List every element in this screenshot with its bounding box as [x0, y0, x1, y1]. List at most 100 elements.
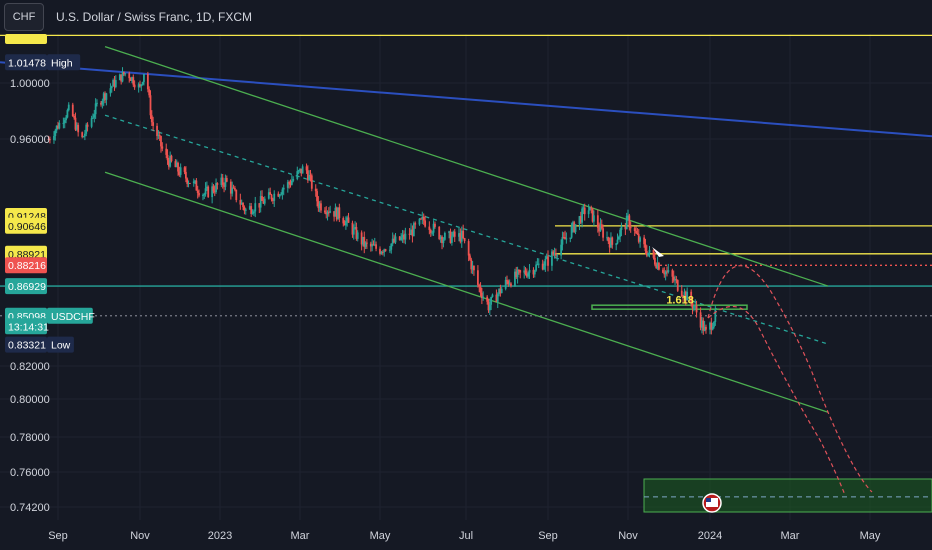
candle — [643, 234, 646, 248]
candle-body — [270, 194, 273, 200]
candle — [177, 161, 179, 176]
symbol-button[interactable]: CHF — [4, 3, 44, 31]
candle-body — [53, 136, 55, 141]
countdown-label: 13:14:31 — [5, 318, 49, 335]
candle-body — [473, 266, 475, 271]
candle-body — [519, 270, 522, 273]
candle-body — [664, 271, 667, 275]
candle — [648, 246, 651, 258]
candle — [655, 262, 658, 269]
candle-body — [429, 229, 432, 233]
candle-body — [221, 177, 224, 185]
candle — [458, 227, 460, 242]
candle — [224, 174, 227, 191]
candle — [516, 266, 519, 284]
candle-body — [547, 256, 549, 266]
candle-body — [479, 286, 482, 293]
candle — [141, 81, 144, 86]
price-label-tag-box — [47, 336, 74, 353]
candle — [703, 320, 706, 332]
candle — [419, 217, 422, 220]
price-tick-label: 0.76000 — [10, 467, 50, 479]
candle-body — [411, 229, 414, 237]
candle-body — [170, 155, 173, 162]
candle-body — [383, 249, 386, 253]
candle-body — [648, 249, 651, 253]
candle-body — [653, 257, 656, 265]
candle-body — [371, 244, 374, 247]
candle-body — [299, 168, 301, 171]
candle — [499, 284, 502, 297]
candle-body — [166, 154, 169, 161]
candle — [324, 207, 326, 215]
candle-body — [67, 104, 70, 111]
candle-body — [120, 74, 123, 82]
candle — [196, 185, 199, 199]
candle-body — [290, 180, 293, 185]
candle-body — [82, 136, 85, 138]
candle-body — [140, 84, 143, 87]
candle — [578, 215, 581, 231]
candle-body — [379, 248, 381, 254]
candle-body — [606, 237, 608, 239]
candle — [400, 232, 403, 242]
candle-body — [551, 251, 553, 266]
candle — [662, 267, 664, 274]
candle-body — [544, 258, 547, 266]
candle — [232, 184, 235, 189]
candle-body — [351, 222, 354, 235]
candle — [686, 287, 689, 301]
candle — [252, 209, 255, 217]
candle-body — [122, 71, 125, 75]
candle — [365, 239, 368, 249]
candle — [506, 275, 508, 285]
candle — [132, 74, 135, 87]
candle-body — [113, 79, 116, 88]
candle-body — [545, 256, 548, 259]
candle — [608, 237, 611, 253]
price-label-tag-text: High — [51, 57, 73, 69]
candle-body — [318, 203, 321, 209]
time-tick-label: Nov — [130, 530, 150, 542]
candle-body — [602, 228, 604, 238]
candle-body — [421, 216, 424, 219]
candle-body — [129, 78, 132, 81]
candle-body — [408, 233, 411, 235]
candle-body — [334, 207, 337, 217]
candle — [314, 184, 317, 197]
arrow-icon — [652, 247, 664, 257]
candle — [121, 67, 124, 83]
candle — [647, 252, 650, 257]
candle-body — [598, 227, 601, 232]
candle — [470, 257, 473, 274]
candle — [225, 175, 228, 183]
candle-body — [480, 292, 483, 299]
candle — [488, 298, 491, 316]
candle — [711, 322, 714, 331]
candle — [410, 223, 412, 235]
candle — [652, 249, 655, 260]
candle-body — [317, 201, 320, 209]
candle — [380, 250, 383, 255]
candle-body — [110, 86, 113, 89]
candle — [607, 236, 610, 245]
candle-body — [543, 265, 545, 270]
candle — [487, 298, 490, 313]
candle — [269, 187, 272, 195]
candle-body — [516, 269, 519, 278]
candle — [195, 178, 198, 191]
candle-body — [711, 326, 714, 330]
candle — [527, 271, 530, 279]
candle-body — [278, 194, 281, 197]
candle-body — [169, 155, 172, 167]
candle-body — [460, 230, 463, 242]
candle — [327, 207, 330, 217]
candle-body — [705, 326, 707, 330]
candle-body — [690, 291, 693, 303]
candle-body — [347, 217, 350, 223]
candle — [560, 239, 563, 260]
candle — [602, 224, 604, 242]
candle — [273, 190, 276, 207]
